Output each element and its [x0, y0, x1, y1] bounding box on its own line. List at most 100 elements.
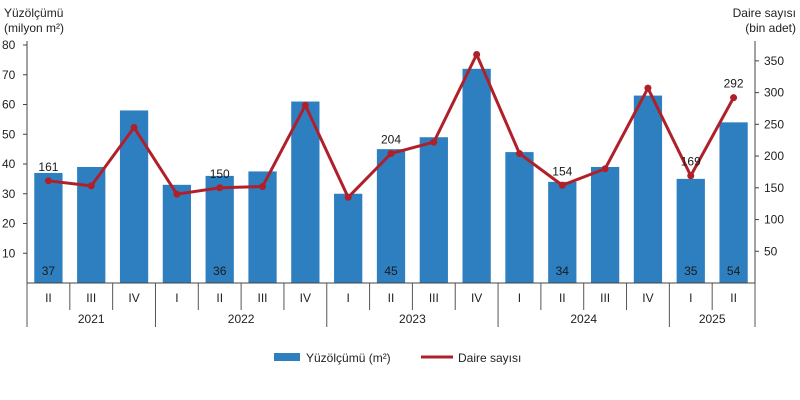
bar-value-label: 45	[384, 264, 398, 278]
line-point	[301, 101, 309, 109]
left-axis-title: Yüzölçümü (milyon m²)	[4, 6, 64, 35]
left-tick-label: 40	[2, 157, 16, 171]
bar	[676, 178, 705, 283]
category-label: I	[347, 291, 350, 305]
bar	[34, 172, 63, 283]
line-point	[730, 94, 738, 102]
bar-value-label: 34	[556, 264, 570, 278]
category-label: IV	[300, 291, 311, 305]
line-point	[687, 172, 695, 180]
bar	[119, 110, 149, 283]
category-label: III	[429, 291, 439, 305]
bar-value-label: 54	[727, 264, 741, 278]
line-point	[387, 150, 395, 158]
legend: Yüzölçümü (m²) Daire sayısı	[274, 351, 521, 365]
line-point	[473, 51, 481, 59]
right-axis-title-line1: Daire sayısı	[733, 6, 796, 20]
left-tick-label: 20	[2, 217, 16, 231]
left-tick-label: 60	[2, 98, 16, 112]
year-label: 2024	[570, 312, 597, 326]
line-value-label: 169	[681, 155, 701, 169]
left-tick-label: 70	[2, 68, 16, 82]
bar	[719, 122, 748, 283]
bar	[633, 95, 663, 283]
bar	[505, 152, 534, 283]
right-axis-title-line2: (bin adet)	[745, 21, 796, 35]
line-value-label: 154	[552, 164, 572, 178]
line-value-label: 150	[210, 167, 230, 181]
category-label: II	[45, 291, 52, 305]
bar	[334, 193, 363, 283]
bar	[162, 184, 192, 283]
line-point	[515, 150, 523, 158]
right-axis-title: Daire sayısı (bin adet)	[733, 6, 796, 35]
legend-bar-label: Yüzölçümü (m²)	[306, 351, 391, 365]
category-label: I	[689, 291, 692, 305]
line-point	[130, 124, 138, 132]
line-value-label: 161	[38, 160, 58, 174]
category-label: IV	[128, 291, 139, 305]
right-axis-ticks: 50 100 150 200 250 300 350	[755, 54, 784, 258]
line-point	[173, 190, 181, 198]
left-tick-label: 10	[2, 246, 16, 260]
category-label: II	[730, 291, 737, 305]
left-axis-ticks: 10 20 30 40 50 60 70 80	[2, 38, 27, 260]
legend-bar-swatch	[274, 353, 300, 361]
line-point	[430, 138, 438, 146]
line-series	[44, 51, 738, 201]
bar	[590, 166, 620, 283]
left-axis-title-line1: Yüzölçümü	[4, 6, 63, 20]
legend-line-label: Daire sayısı	[458, 351, 521, 365]
year-label: 2022	[228, 312, 255, 326]
line-value-label: 292	[724, 77, 744, 91]
left-axis-title-line2: (milyon m²)	[4, 21, 64, 35]
line-point	[644, 84, 652, 92]
line-point	[259, 183, 267, 191]
right-tick-label: 150	[764, 181, 784, 195]
bar-value-label: 37	[42, 264, 56, 278]
category-label: IV	[471, 291, 482, 305]
category-label: II	[559, 291, 566, 305]
bar-value-label: 36	[213, 264, 227, 278]
category-label: III	[86, 291, 96, 305]
line-value-label: 204	[381, 133, 401, 147]
bar-series	[34, 68, 748, 284]
right-tick-label: 300	[764, 86, 784, 100]
category-label: II	[388, 291, 395, 305]
year-label: 2021	[78, 312, 105, 326]
right-tick-label: 50	[764, 244, 778, 258]
category-label: I	[175, 291, 178, 305]
line-point	[558, 181, 566, 189]
category-label: I	[518, 291, 521, 305]
line-point	[216, 184, 224, 192]
year-label: 2025	[699, 312, 726, 326]
right-tick-label: 100	[764, 213, 784, 227]
right-tick-label: 350	[764, 54, 784, 68]
line-point	[87, 182, 95, 190]
bar	[419, 137, 448, 283]
axes	[26, 41, 756, 284]
bar	[376, 149, 406, 283]
bar	[248, 171, 277, 283]
data-labels: 37 36 45 34 35 54 161 150 204 154 169 292	[38, 77, 744, 278]
category-label: II	[216, 291, 223, 305]
line-point	[601, 165, 609, 173]
right-tick-label: 200	[764, 149, 784, 163]
category-label: III	[600, 291, 610, 305]
line-point	[44, 177, 52, 185]
right-tick-label: 250	[764, 117, 784, 131]
bar-value-label: 35	[684, 264, 698, 278]
left-tick-label: 80	[2, 38, 16, 52]
year-label: 2023	[399, 312, 426, 326]
bar	[205, 175, 234, 283]
line-point	[344, 193, 352, 201]
bar	[548, 181, 577, 283]
left-tick-label: 30	[2, 187, 16, 201]
left-tick-label: 50	[2, 127, 16, 141]
bar	[291, 101, 320, 284]
category-label: III	[258, 291, 268, 305]
category-label: IV	[642, 291, 653, 305]
bar	[462, 68, 491, 283]
